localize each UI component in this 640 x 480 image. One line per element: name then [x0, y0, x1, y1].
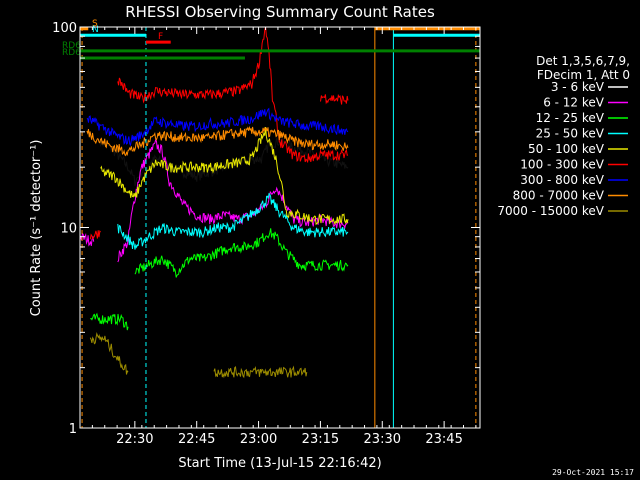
series-line	[213, 365, 308, 379]
timestamp: 29-Oct-2021 15:17	[552, 468, 634, 477]
series-line	[79, 232, 95, 247]
series-6	[86, 107, 349, 147]
series-line	[100, 126, 349, 226]
series-line	[86, 107, 349, 147]
series-line	[89, 332, 129, 375]
legend-label: 100 - 300 keV	[520, 158, 604, 172]
series-line	[117, 192, 349, 250]
series-3	[117, 192, 349, 250]
plot-frame	[79, 26, 481, 429]
x-tick-label: 23:45	[425, 432, 462, 447]
legend-header: Det 1,3,5,6,7,9,	[536, 54, 630, 68]
y-axis-label: Count Rate (s⁻¹ detector⁻¹)	[29, 140, 44, 317]
series-2	[90, 228, 349, 331]
legend-label: 6 - 12 keV	[543, 96, 605, 110]
x-tick-label: 22:45	[178, 432, 215, 447]
axes: 22:30 22:45 23:00 23:15 23:30 23:45 1 10 100	[52, 21, 481, 447]
interval-label: N	[92, 25, 99, 35]
series-line	[100, 137, 349, 187]
x-tick-label: 23:30	[364, 432, 401, 447]
x-tick-label: 22:30	[116, 432, 153, 447]
x-tick-label: 23:00	[240, 432, 277, 447]
series-line	[89, 230, 101, 240]
y-tick-label: 10	[60, 222, 77, 237]
interval-label: S	[92, 19, 98, 29]
legend: Det 1,3,5,6,7,9,FDecim 1, Att 03 - 6 keV…	[497, 54, 630, 218]
legend-label: 3 - 6 keV	[551, 80, 605, 94]
series-line	[117, 26, 349, 163]
legend-header: FDecim 1, Att 0	[537, 68, 630, 82]
legend-label: 300 - 800 keV	[520, 173, 604, 187]
series-4	[100, 126, 349, 226]
legend-label: 800 - 7000 keV	[513, 189, 605, 203]
series-line	[90, 312, 129, 331]
y-tick-label: 100	[52, 21, 77, 36]
y-tick-label: 1	[69, 422, 77, 437]
interval-label: RD6	[62, 41, 81, 51]
legend-label: 7000 - 15000 keV	[497, 204, 604, 218]
plot-data	[79, 26, 349, 379]
legend-label: 50 - 100 keV	[528, 142, 605, 156]
legend-label: 25 - 50 keV	[536, 127, 605, 141]
series-line	[320, 93, 349, 105]
interval-label: RD6	[62, 48, 81, 58]
legend-label: 12 - 25 keV	[536, 111, 605, 125]
series-line	[134, 228, 349, 278]
x-tick-label: 23:15	[302, 432, 339, 447]
interval-label: F	[158, 32, 163, 42]
series-8	[89, 332, 308, 379]
series-0	[100, 137, 349, 187]
series-5	[89, 26, 349, 240]
series-line	[86, 125, 349, 157]
x-axis-label: Start Time (13-Jul-15 22:16:42)	[178, 456, 381, 471]
chart-title: RHESSI Observing Summary Count Rates	[125, 3, 435, 21]
series-7	[86, 125, 349, 157]
